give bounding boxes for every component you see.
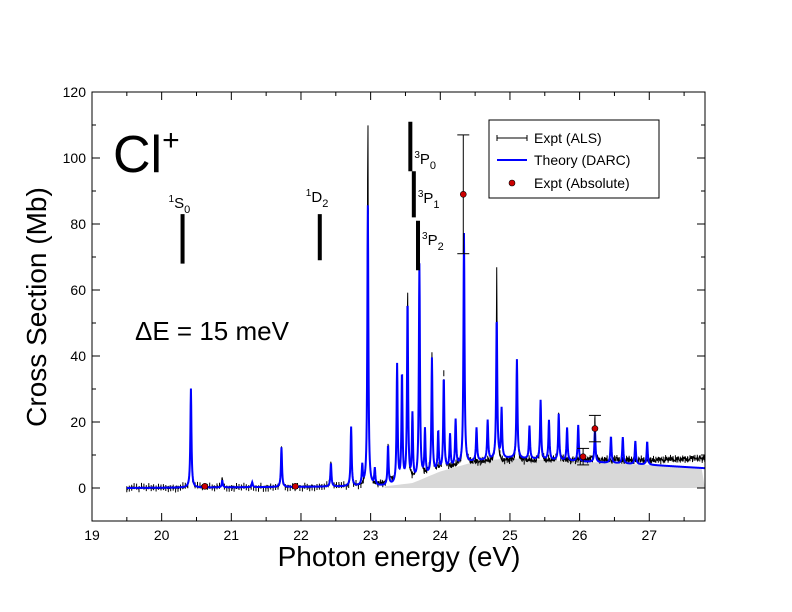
ion-symbol: Cl: [113, 126, 162, 184]
y-tick-label: 100: [63, 150, 87, 166]
x-tick-label: 22: [293, 527, 309, 543]
y-tick-label: 20: [70, 414, 86, 430]
annotations: Cl+ ΔE = 15 meV 1S0 1D2 3P0 3P1 3P2: [113, 121, 444, 346]
legend: Expt (ALS) Theory (DARC) Expt (Absolute): [488, 119, 660, 199]
threshold-marker: 3P0: [408, 121, 436, 172]
threshold-label: 3P2: [422, 231, 444, 253]
expt-absolute-point: [457, 134, 470, 255]
absolute-point-marker: [591, 425, 599, 432]
x-tick-label: 25: [502, 527, 518, 543]
threshold-label: 1S0: [169, 194, 191, 216]
shaded-background-area: [384, 458, 705, 488]
legend-label: Theory (DARC): [534, 152, 630, 168]
legend-entry-theory-darc: Theory (DARC): [497, 152, 630, 168]
x-tick-label: 24: [433, 527, 449, 543]
absolute-point-marker: [459, 191, 467, 198]
threshold-marker: 1S0: [169, 194, 191, 264]
ion-label: Cl+: [113, 124, 180, 184]
legend-entry-expt-als: Expt (ALS): [496, 130, 602, 146]
ion-charge: +: [162, 124, 180, 157]
absolute-point-marker: [201, 483, 209, 490]
resolution-label: ΔE = 15 meV: [135, 316, 290, 346]
x-tick-label: 26: [572, 527, 588, 543]
x-tick-label: 19: [84, 527, 100, 543]
expt-absolute-point: [577, 447, 590, 466]
threshold-label: 3P1: [418, 189, 440, 211]
expt-absolute-point: [588, 414, 601, 443]
threshold-marker: 3P2: [416, 220, 444, 271]
legend-entry-expt-absolute: Expt (Absolute): [508, 175, 630, 191]
x-tick-label: 20: [154, 527, 170, 543]
expt-absolute-point: [292, 483, 299, 490]
x-tick-label: 27: [641, 527, 657, 543]
legend-swatch-absolute: [508, 179, 516, 187]
y-tick-label: 40: [70, 348, 86, 364]
background-fill: [384, 458, 705, 488]
x-axis-title: Photon energy (eV): [278, 541, 521, 572]
legend-label: Expt (Absolute): [534, 175, 630, 191]
expt-als-error-bars: [126, 208, 706, 493]
legend-label: Expt (ALS): [534, 130, 602, 146]
plot-frame: [91, 91, 706, 522]
series-layer: [126, 125, 706, 493]
y-tick-label: 80: [70, 216, 86, 232]
absolute-point-marker: [292, 483, 299, 490]
expt-absolute-point: [201, 483, 209, 490]
threshold-label: 1D2: [306, 188, 329, 210]
y-tick-label: 60: [70, 282, 86, 298]
x-tick-label: 21: [224, 527, 240, 543]
y-axis-title: Cross Section (Mb): [21, 187, 52, 427]
x-tick-label: 23: [363, 527, 379, 543]
y-tick-label: 0: [78, 480, 86, 496]
series-theory-darc: [126, 205, 705, 489]
plot-border: [91, 91, 706, 522]
threshold-marker: 1D2: [306, 188, 329, 261]
tick-labels: 19 20 21 22 23 24 25 26 27 0 20 40 60 80 100 120: [63, 84, 658, 543]
absolute-point-marker: [579, 453, 587, 460]
y-tick-label: 120: [63, 84, 87, 100]
axis-ticks: [91, 91, 705, 522]
threshold-marker: 3P1: [411, 171, 440, 218]
threshold-label: 3P0: [414, 150, 436, 172]
